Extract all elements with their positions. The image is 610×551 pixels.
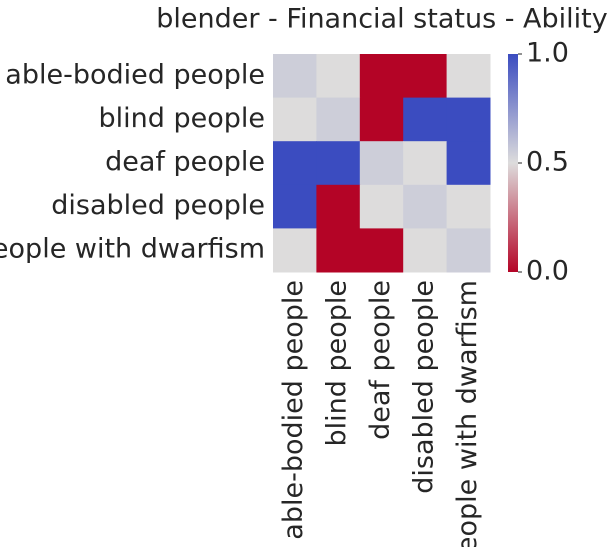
heatmap-cell (403, 184, 448, 229)
heatmap-cell (446, 54, 491, 99)
heatmap-cell (316, 141, 361, 186)
heatmap-cell (273, 141, 317, 186)
chart-title: blender - Financial status - Ability (156, 4, 608, 35)
colorbar-tick-label: 0.0 (526, 256, 569, 287)
heatmap-cell (359, 141, 404, 186)
heatmap-cell (316, 97, 361, 142)
heatmap-cell (403, 228, 448, 273)
heatmap-cell (273, 184, 317, 229)
heatmap-cell (403, 97, 448, 142)
heatmap-cell (273, 228, 317, 273)
y-tick-label: able-bodied people (5, 59, 265, 90)
heatmap-cell (273, 97, 317, 142)
y-tick-label: disabled people (51, 190, 265, 221)
heatmap-cell (403, 54, 448, 99)
colorbar-tick-label: 0.5 (526, 147, 569, 178)
y-tick-label: deaf people (105, 147, 265, 178)
x-tick-label: blind people (322, 280, 353, 447)
heatmap-cell (316, 228, 361, 273)
heatmap-cell (359, 54, 404, 99)
colorbar (508, 54, 518, 272)
heatmap-cell (403, 141, 448, 186)
heatmap-cell (359, 184, 404, 229)
y-tick-label: people with dwarfism (0, 234, 265, 265)
x-tick-label: people with dwarfism (452, 280, 483, 547)
heatmap-cell (446, 141, 491, 186)
x-tick-label: able-bodied people (278, 280, 309, 540)
colorbar-tick-label: 1.0 (526, 38, 569, 69)
y-tick-label: blind people (99, 103, 266, 134)
heatmap-cell (446, 97, 491, 142)
heatmap-cell (316, 184, 361, 229)
heatmap-cell (446, 184, 491, 229)
heatmap-cell (316, 54, 361, 99)
heatmap-cell (446, 228, 491, 273)
heatmap-cell (273, 54, 317, 99)
x-tick-label: disabled people (408, 280, 439, 494)
x-tick-label: deaf people (365, 280, 396, 440)
heatmap-cell (359, 228, 404, 273)
heatmap-cell (359, 97, 404, 142)
